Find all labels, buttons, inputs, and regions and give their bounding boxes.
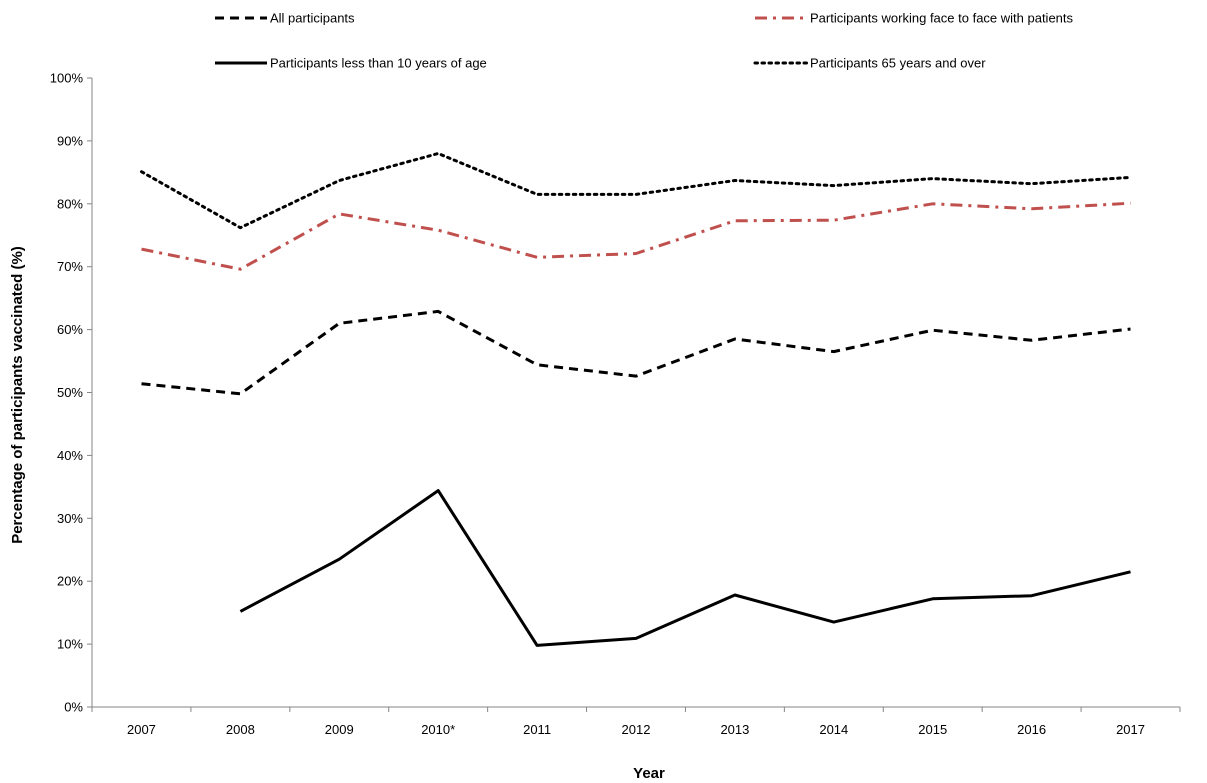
y-tick-label: 10%	[57, 637, 83, 652]
x-axis-title: Year	[633, 765, 665, 782]
y-tick-label: 70%	[57, 259, 83, 274]
y-tick-label: 80%	[57, 196, 83, 211]
x-tick-label: 2007	[127, 722, 156, 737]
x-tick-label: 2015	[918, 722, 947, 737]
x-tick-label: 2017	[1116, 722, 1145, 737]
x-tick-label: 2013	[720, 722, 749, 737]
x-tick-label: 2011	[523, 722, 551, 737]
series-group	[140, 152, 1132, 647]
y-tick-label: 30%	[57, 511, 83, 526]
x-tick-label: 2009	[325, 722, 354, 737]
legend-label-4: Participants 65 years and over	[810, 56, 986, 71]
series-line-2	[141, 201, 1131, 271]
y-tick-label: 40%	[57, 448, 83, 463]
y-tick-label: 60%	[57, 322, 83, 337]
y-axis-title: Percentage of participants vaccinated (%…	[9, 246, 26, 544]
legend-label-3: Participants less than 10 years of age	[270, 56, 487, 71]
y-tick-label: 90%	[57, 133, 83, 148]
y-tick-label: 0%	[64, 700, 83, 715]
x-tick-label: 2012	[622, 722, 651, 737]
x-tick-label: 2010*	[421, 722, 455, 737]
x-tick-label: 2014	[819, 722, 848, 737]
x-tick-label: 2016	[1017, 722, 1046, 737]
axes: 0% 10% 20% 30% 40% 50% 60% 70% 80% 90% 100% 2007 200…	[50, 71, 1181, 737]
y-tick-label: 100%	[50, 71, 84, 86]
y-tick-label: 20%	[57, 574, 83, 589]
legend-label-1: All participants	[270, 11, 355, 26]
series-line-3	[239, 489, 1131, 647]
series-line-1	[141, 309, 1131, 396]
legend-label-2: Participants working face to face with p…	[810, 11, 1074, 26]
x-tick-label: 2008	[226, 722, 255, 737]
y-tick-label: 50%	[57, 385, 83, 400]
legend: All participants Participants working fac…	[215, 11, 1074, 71]
series-line-4	[140, 152, 1132, 230]
